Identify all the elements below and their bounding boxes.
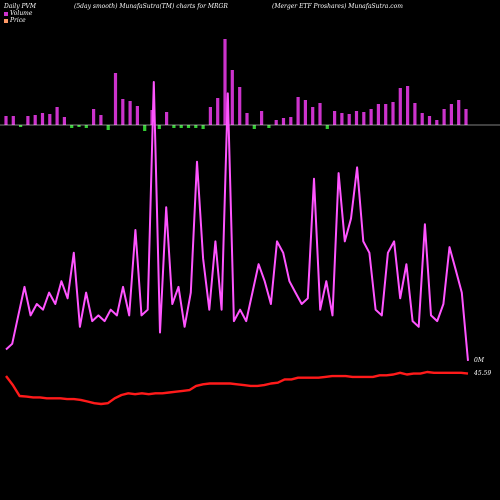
volume-bar	[135, 106, 139, 125]
volume-bars	[4, 39, 468, 131]
volume-bar	[303, 100, 307, 125]
price-line	[5, 370, 469, 406]
header-right: (Merger ETF Proshares) MunafaSutra.com	[272, 3, 403, 10]
volume-bar	[252, 125, 256, 129]
price-end-label: 45.59	[473, 370, 491, 377]
volume-bar	[172, 125, 176, 128]
volume-line	[5, 81, 469, 361]
volume-bar	[340, 113, 344, 125]
volume-bar	[194, 125, 198, 128]
volume-bar	[33, 115, 37, 125]
volume-bar	[376, 104, 380, 125]
volume-bar	[19, 125, 23, 127]
legend-volume-swatch	[4, 11, 8, 16]
volume-bar	[369, 109, 373, 125]
volume-bar	[318, 103, 322, 125]
volume-end-label: 0M	[474, 357, 485, 364]
volume-bar	[106, 125, 110, 130]
volume-bar	[391, 102, 395, 125]
volume-bar	[260, 111, 264, 125]
volume-bar	[223, 39, 227, 125]
legend-price: Price	[4, 17, 26, 24]
volume-bar	[464, 109, 468, 125]
volume-bar	[157, 125, 161, 129]
volume-bar	[245, 113, 249, 125]
volume-bar	[274, 120, 278, 125]
volume-bar	[289, 117, 293, 125]
volume-bar	[143, 125, 147, 131]
volume-bar	[457, 100, 461, 125]
volume-bar	[384, 104, 388, 125]
volume-bar	[427, 116, 432, 125]
volume-bar	[333, 111, 337, 125]
volume-bar	[128, 101, 132, 125]
volume-bar	[413, 103, 417, 125]
legend-volume: Volume	[4, 10, 32, 17]
volume-bar	[449, 104, 453, 125]
volume-bar	[179, 125, 183, 128]
volume-bar	[296, 97, 300, 125]
volume-bar	[406, 86, 410, 125]
legend-price-label: Price	[10, 17, 26, 24]
header-left: Daily PVM	[4, 3, 37, 10]
volume-bar	[354, 111, 359, 125]
volume-bar	[435, 120, 439, 125]
volume-bar	[99, 115, 103, 125]
volume-bar	[26, 116, 30, 125]
volume-bar	[70, 125, 74, 128]
volume-bar	[113, 73, 118, 125]
volume-bar	[201, 125, 205, 129]
volume-bar	[420, 113, 424, 125]
volume-bar	[48, 114, 52, 125]
volume-bar	[325, 125, 329, 129]
volume-bar	[11, 116, 15, 125]
volume-bar	[40, 113, 45, 125]
volume-bar	[121, 99, 125, 125]
volume-bar	[347, 114, 351, 125]
volume-bar	[84, 125, 88, 128]
volume-bar	[62, 117, 66, 125]
volume-bar	[281, 118, 286, 125]
header-middle: (5day smooth) MunafaSutra(TM) charts for…	[74, 3, 228, 10]
volume-bar	[4, 116, 8, 125]
legend-price-swatch	[4, 18, 8, 23]
volume-bar	[186, 125, 191, 128]
volume-bar	[208, 107, 212, 125]
volume-bar	[230, 70, 234, 125]
volume-bar	[55, 107, 59, 125]
volume-bar	[92, 109, 96, 125]
volume-bar	[238, 87, 242, 125]
volume-bar	[216, 98, 220, 125]
volume-bar	[311, 107, 315, 125]
volume-bar	[442, 109, 446, 125]
volume-bar	[165, 112, 169, 125]
legend-volume-label: Volume	[10, 10, 33, 17]
volume-bar	[77, 125, 81, 127]
volume-bar	[362, 112, 366, 125]
volume-bar	[267, 125, 271, 128]
volume-bar	[398, 88, 402, 125]
